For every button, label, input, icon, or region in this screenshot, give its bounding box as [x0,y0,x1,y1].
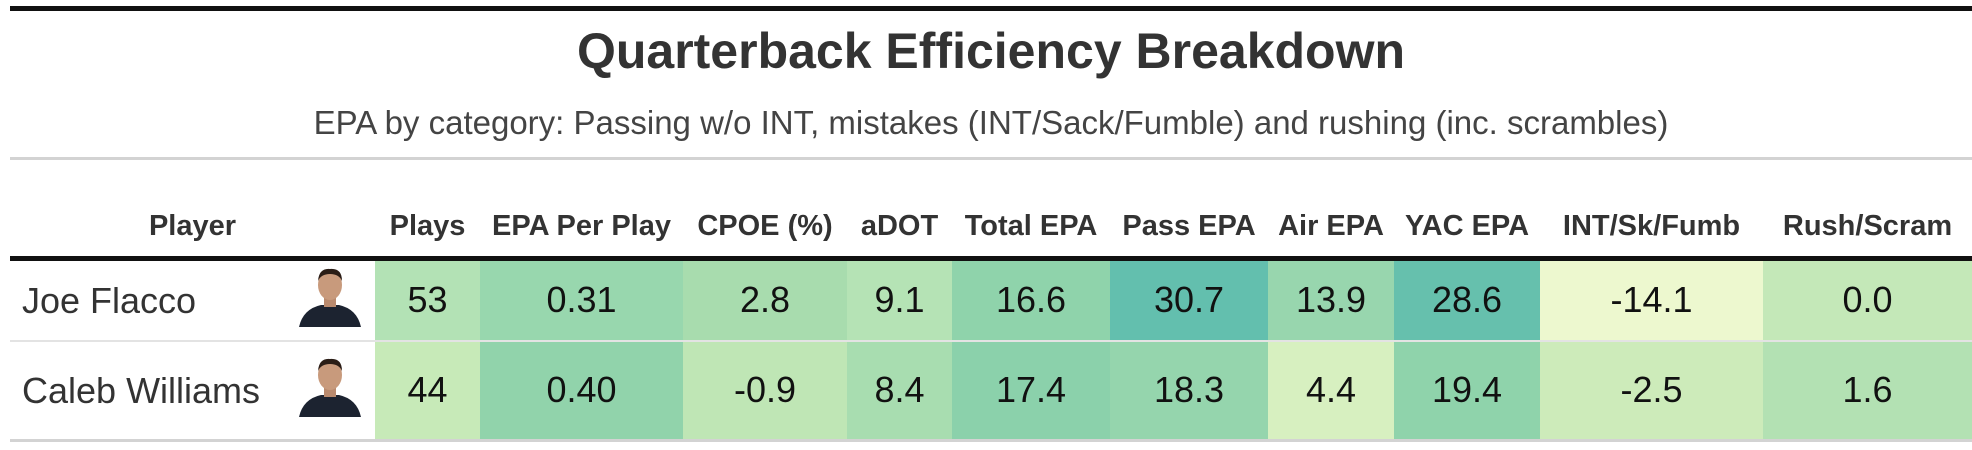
stat-cell: 44 [375,340,481,441]
header-row: Player Plays EPA Per Play CPOE (%) aDOT Total… [10,158,1972,259]
stat-cell: 16.6 [952,258,1111,341]
stat-cell: 17.4 [952,340,1111,441]
stat-cell: 2.8 [683,258,848,341]
stat-cell: -0.9 [683,340,848,441]
column-header: Pass EPA [1122,210,1256,243]
column-header: Air EPA [1278,210,1384,243]
column-header: Rush/Scram [1782,210,1953,243]
column-header: Total EPA [964,210,1098,243]
title: Quarterback Efficiency Breakdown [576,23,1406,79]
table: Player Plays EPA Per Play CPOE (%) aDOT Total… [10,157,1972,442]
column-header: CPOE (%) [697,210,833,243]
column-header: YAC EPA [1404,210,1530,243]
stat-cell: 4.4 [1268,340,1395,441]
stat-cell: 19.4 [1394,340,1541,441]
subtitle: EPA by category: Passing w/o INT, mistak… [313,104,1669,141]
headshot-cell [284,259,375,341]
stat-cell: 28.6 [1394,258,1541,341]
stat-cell: 13.9 [1268,258,1395,341]
stat-cell: 0.40 [480,340,684,441]
player-name: Joe Flacco [22,279,197,321]
stat-cell: 8.4 [847,340,953,441]
column-header: Plays [389,210,466,243]
player-name: Caleb Williams [22,369,261,411]
table-row: Caleb Williams 44 0.40 -0.9 8.4 17.4 18.3 4.4 1… [10,340,1972,441]
table-body: Joe Flacco 53 0.31 2.8 9.1 16.6 30.7 13.9 28.6-… [10,258,1972,441]
top-rule [10,6,1972,11]
column-header: Player [148,210,237,243]
stat-cell: 30.7 [1110,258,1269,341]
table-row: Joe Flacco 53 0.31 2.8 9.1 16.6 30.7 13.9 28.6-… [10,258,1972,341]
stat-cell: 53 [375,258,481,341]
column-header: INT/Sk/Fumb [1562,210,1741,243]
column-header: EPA Per Play [492,210,671,243]
stat-cell: 0.31 [480,258,684,341]
stat-cell: 1.6 [1763,340,1972,441]
stat-cell: -14.1 [1540,258,1764,341]
stat-cell: 0.0 [1763,258,1972,341]
headshot-cell [284,341,375,441]
stat-cell: 9.1 [847,258,953,341]
headshot [298,268,361,327]
headshot [298,358,361,417]
column-header: aDOT [860,210,939,243]
stat-cell: -2.5 [1540,340,1764,441]
stat-cell: 18.3 [1110,340,1269,441]
